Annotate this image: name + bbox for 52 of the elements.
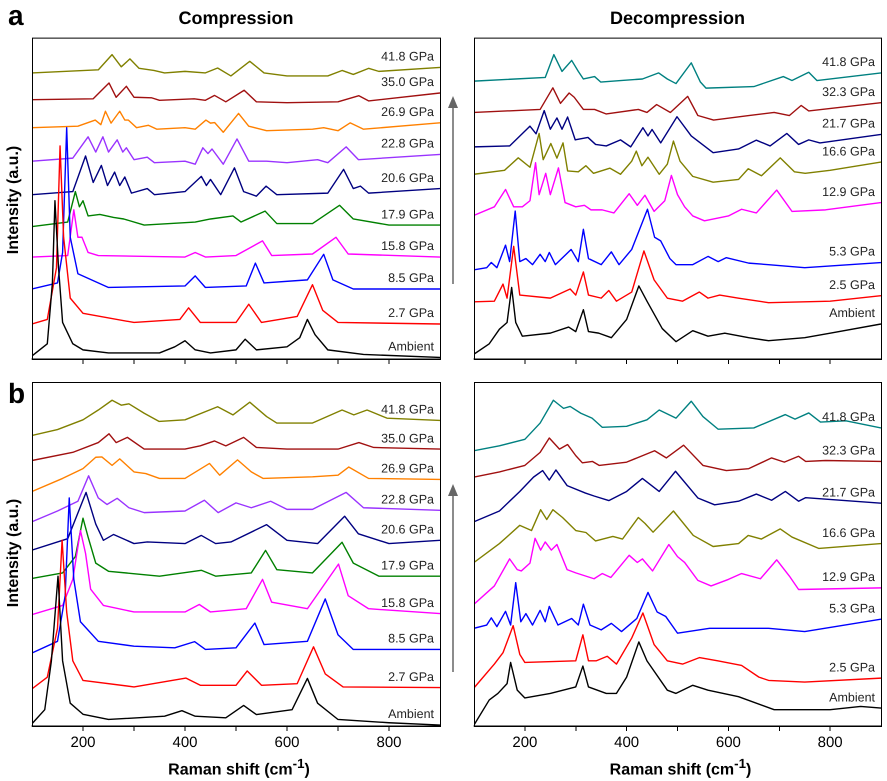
x-axis-title: Raman shift (cm$^{-1}$) [608, 756, 752, 779]
x-tick-label: 800 [376, 734, 402, 752]
series-label: Ambient [829, 690, 876, 704]
series-label: 8.5 GPa [388, 632, 434, 646]
series-label: 5.3 GPa [829, 601, 876, 616]
series-label: 22.8 GPa [381, 136, 434, 151]
series-label: 2.7 GPa [388, 670, 434, 684]
series-label: 26.9 GPa [381, 462, 434, 476]
x-tick-label: 200 [70, 734, 96, 752]
x-axis-title: Raman shift (cm$^{-1}$) [167, 756, 311, 779]
series-label: 35.0 GPa [381, 75, 434, 90]
series-label: 15.8 GPa [381, 239, 434, 254]
series-label: 32.3 GPa [822, 444, 876, 458]
chart-title: Compression [178, 8, 294, 28]
series-label: 5.3 GPa [829, 244, 876, 259]
x-tick-label: 200 [512, 734, 538, 752]
series-label: 35.0 GPa [381, 431, 434, 446]
series-label: 2.7 GPa [388, 306, 434, 320]
series-label: 17.9 GPa [381, 558, 434, 572]
series-label: Ambient [388, 340, 435, 354]
series-label: 15.8 GPa [381, 596, 434, 610]
chart-title: Decompression [610, 8, 746, 28]
series-label: Ambient [829, 306, 876, 320]
series-label: 12.9 GPa [822, 570, 876, 584]
series-label: 20.6 GPa [381, 170, 434, 185]
series-label: 8.5 GPa [388, 271, 434, 286]
x-tick-label: 400 [614, 734, 640, 752]
series-label: 2.5 GPa [829, 660, 876, 674]
series-label: 41.8 GPa [822, 410, 876, 424]
series-label: 41.8 GPa [822, 55, 876, 70]
series-label: 22.8 GPa [381, 492, 434, 507]
y-axis-title: Intensity (a.u.) [5, 146, 24, 254]
text: a [8, 0, 24, 32]
series-label: 20.6 GPa [381, 522, 434, 537]
series-label: 17.9 GPa [381, 207, 434, 222]
y-axis-title: Intensity (a.u.) [5, 498, 24, 608]
series-label: 41.8 GPa [381, 50, 434, 64]
series-label: 16.6 GPa [822, 526, 876, 540]
series-label: 41.8 GPa [381, 402, 434, 417]
series-label: 26.9 GPa [381, 105, 434, 120]
x-tick-label: 400 [172, 734, 198, 752]
series-label: 21.7 GPa [822, 116, 876, 131]
series-label: 21.7 GPa [822, 485, 876, 500]
text: b [8, 378, 26, 410]
series-label: Ambient [388, 707, 435, 722]
series-label: 2.5 GPa [829, 278, 876, 292]
series-label: 12.9 GPa [822, 184, 876, 199]
series-label: 32.3 GPa [822, 84, 876, 99]
series-label: 16.6 GPa [822, 144, 876, 158]
x-tick-label: 600 [716, 734, 741, 752]
x-tick-label: 600 [274, 734, 300, 752]
x-tick-label: 800 [818, 734, 843, 752]
